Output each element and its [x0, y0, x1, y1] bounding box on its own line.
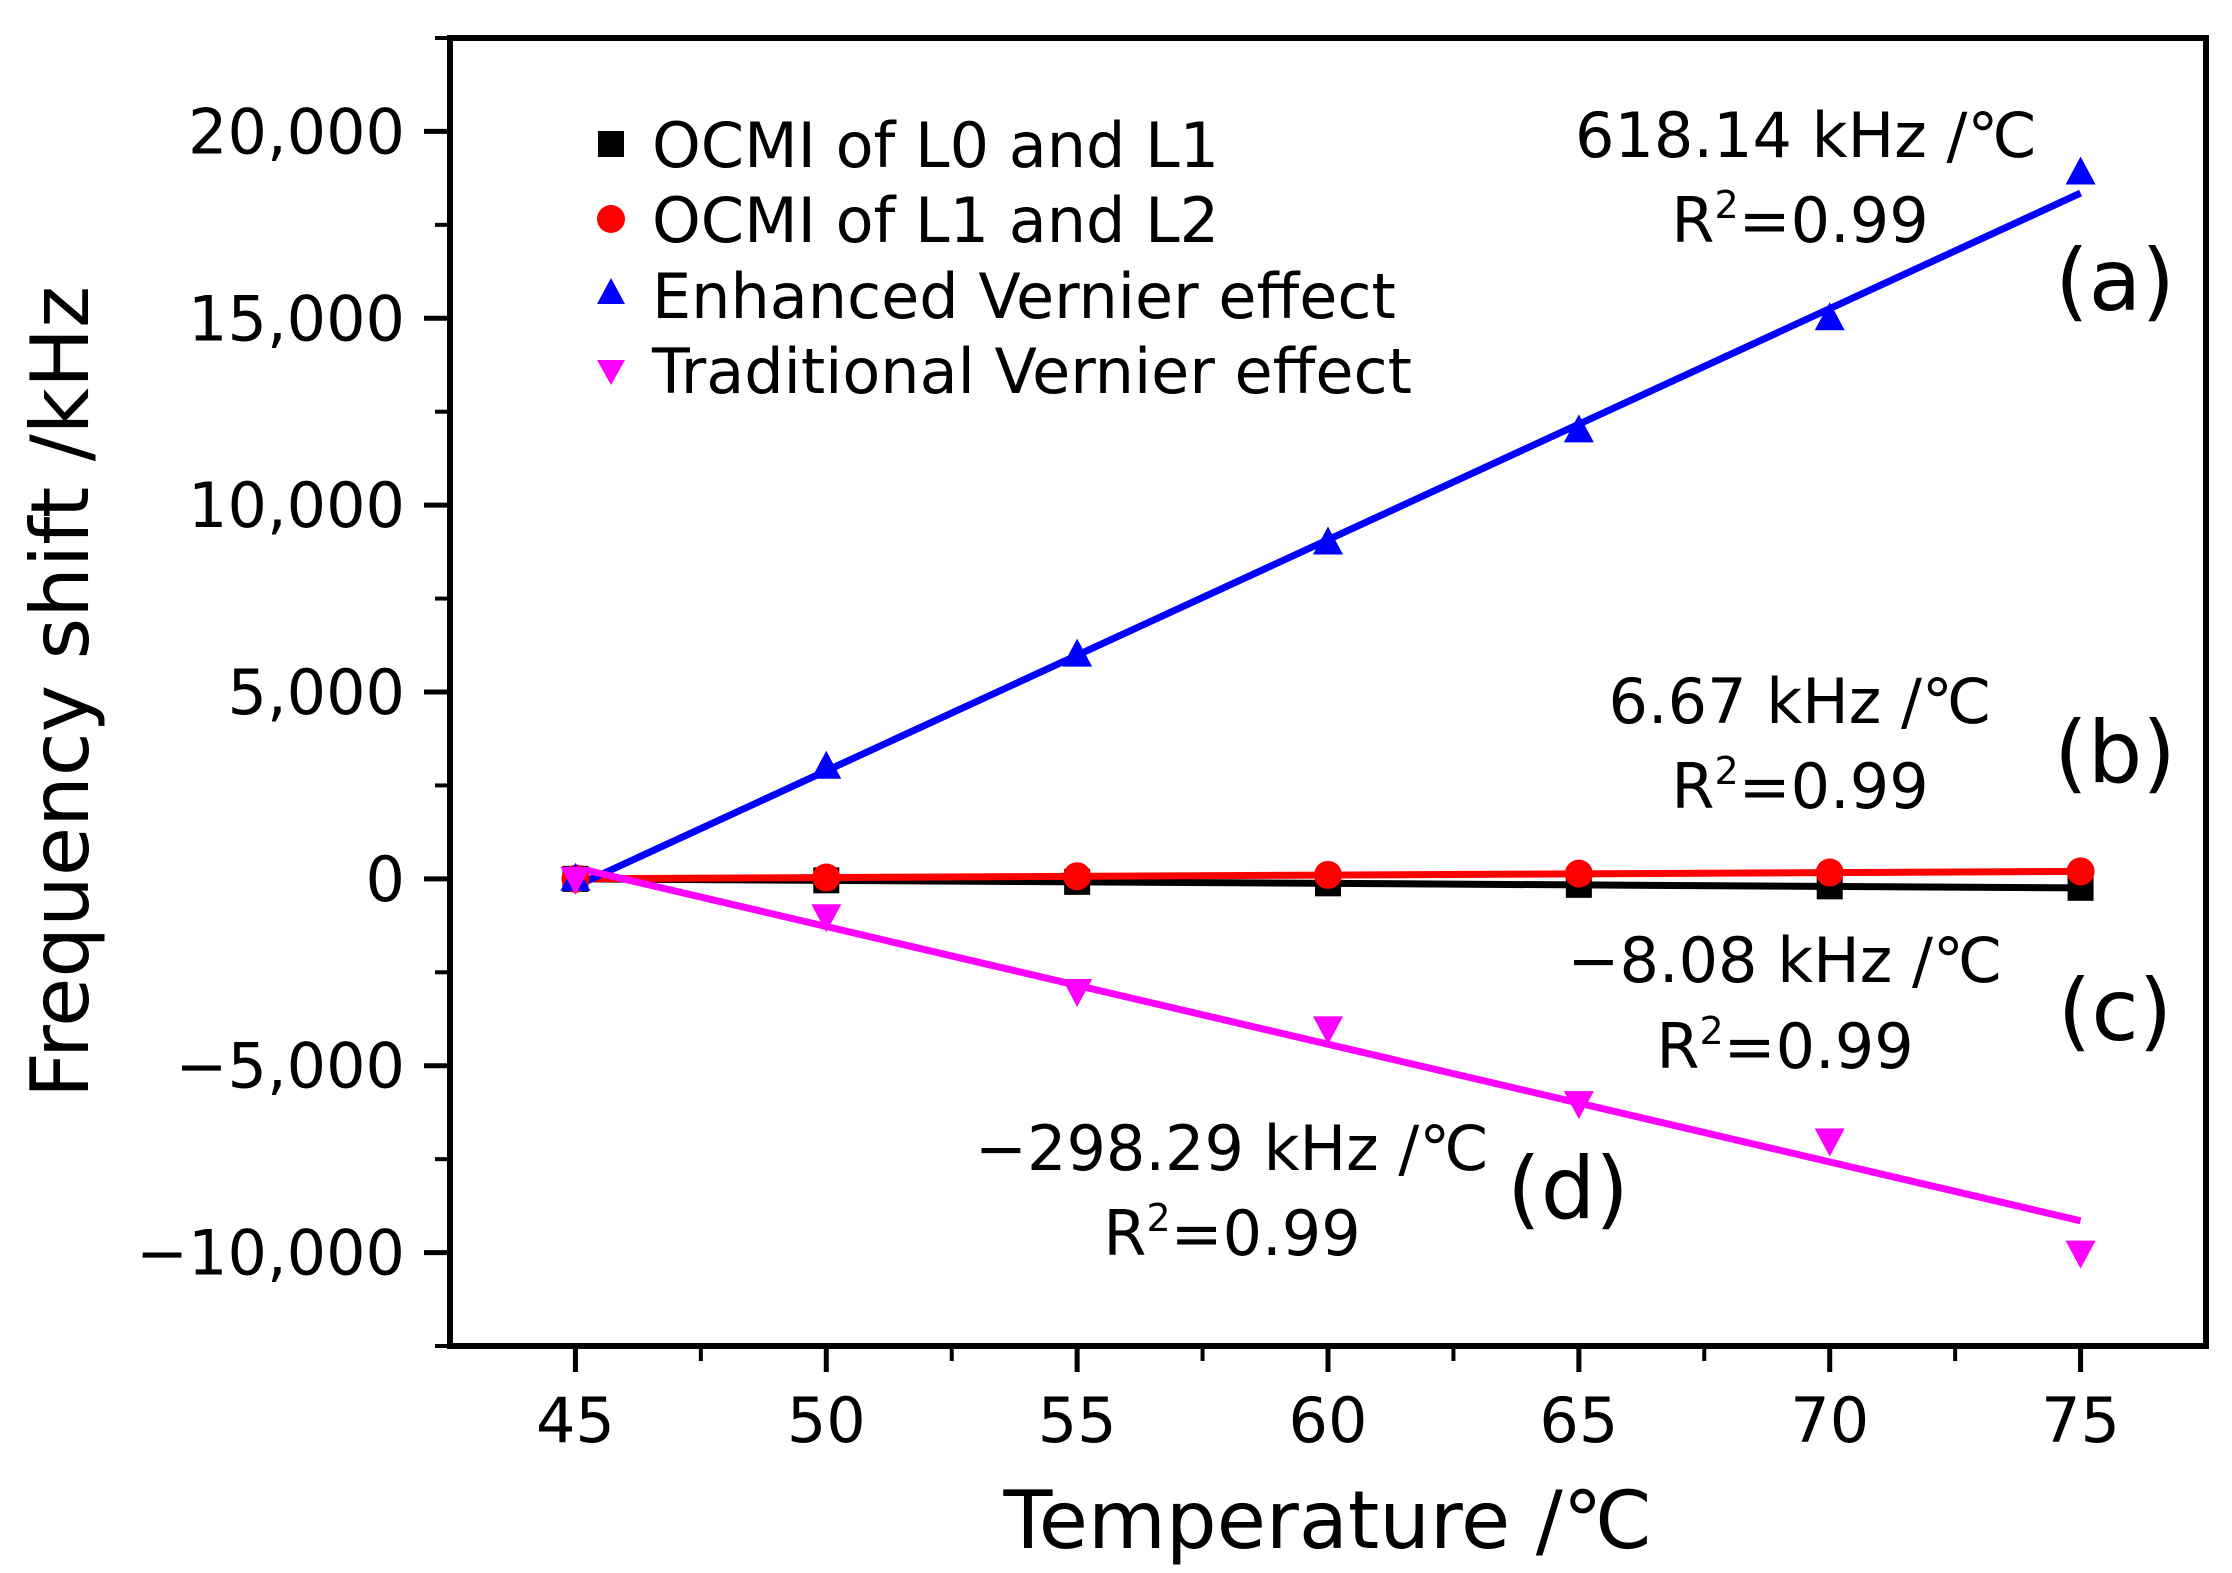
- panel-label-d: (d): [1507, 1139, 1629, 1239]
- panel-label-a: (a): [2055, 231, 2175, 331]
- data-point-2-1: [811, 750, 842, 779]
- legend-label-traditional: Traditional Vernier effect: [651, 335, 1412, 408]
- axis-ticks: 45 50 55 60 65 70 75 −10,000 −5,000 0 5,000 10,000 1…: [136, 36, 2120, 1457]
- y-tick-label: 20,000: [188, 95, 405, 168]
- annotation-a: 618.14 kHz /℃ R2=0.99 (a): [1575, 99, 2175, 331]
- slope-label-a: 618.14 kHz /℃: [1575, 99, 2037, 172]
- y-axis-title: Frequency shift /kHz: [14, 286, 107, 1098]
- data-point-1-5: [1815, 858, 1844, 887]
- data-point-2-4: [1563, 414, 1594, 443]
- data-point-2-5: [1814, 302, 1845, 331]
- data-point-3-4: [1563, 1091, 1594, 1120]
- legend: OCMI of L0 and L1 OCMI of L1 and L2 Enha…: [597, 109, 1412, 408]
- data-point-1-2: [1063, 862, 1092, 891]
- r2-label-a: R2=0.99: [1671, 183, 1928, 257]
- data-point-3-6: [2065, 1240, 2096, 1269]
- y-tick-label: −5,000: [176, 1030, 405, 1103]
- data-point-3-1: [811, 904, 842, 933]
- annotation-b: 6.67 kHz /℃ R2=0.99 (b): [1608, 665, 2175, 823]
- x-tick-label: 45: [536, 1384, 615, 1457]
- data-point-3-2: [1062, 978, 1093, 1007]
- y-tick-label: −10,000: [136, 1217, 405, 1290]
- data-point-2-2: [1062, 638, 1093, 667]
- legend-marker-ocmi-l1-l2: [597, 205, 625, 233]
- x-tick-label: 50: [787, 1384, 866, 1457]
- legend-label-enhanced: Enhanced Vernier effect: [652, 260, 1396, 333]
- legend-label-ocmi-l1-l2: OCMI of L1 and L2: [652, 184, 1219, 257]
- panel-label-c: (c): [2058, 961, 2172, 1061]
- x-tick-label: 55: [1038, 1384, 1117, 1457]
- slope-label-d: −298.29 kHz /℃: [975, 1112, 1489, 1185]
- data-point-2-6: [2065, 156, 2096, 185]
- legend-marker-traditional: [597, 360, 625, 385]
- x-tick-label: 75: [2041, 1384, 2120, 1457]
- data-point-2-3: [1313, 526, 1343, 555]
- data-point-1-6: [2066, 857, 2095, 886]
- data-point-3-0: [560, 866, 591, 895]
- legend-marker-ocmi-l0-l1: [598, 131, 624, 157]
- data-point-1-3: [1314, 860, 1342, 889]
- x-tick-label: 60: [1289, 1384, 1368, 1457]
- legend-label-ocmi-l0-l1: OCMI of L0 and L1: [652, 109, 1219, 182]
- panel-label-b: (b): [2054, 703, 2176, 803]
- r2-label-d: R2=0.99: [1103, 1196, 1360, 1270]
- data-point-1-1: [812, 863, 841, 892]
- data-markers: [560, 156, 2096, 1269]
- x-tick-label: 65: [1539, 1384, 1618, 1457]
- data-point-3-3: [1313, 1016, 1343, 1045]
- data-point-1-4: [1564, 859, 1593, 888]
- y-tick-label: 10,000: [188, 469, 405, 542]
- annotation-c: −8.08 kHz /℃ R2=0.99 (c): [1568, 924, 2173, 1083]
- y-tick-label: 0: [366, 843, 405, 916]
- r2-label-b: R2=0.99: [1671, 749, 1928, 823]
- legend-marker-enhanced: [597, 278, 625, 304]
- annotation-d: −298.29 kHz /℃ R2=0.99 (d): [975, 1112, 1629, 1270]
- slope-label-b: 6.67 kHz /℃: [1608, 665, 1991, 738]
- x-tick-label: 70: [1790, 1384, 1869, 1457]
- y-tick-label: 15,000: [188, 282, 405, 355]
- y-tick-label: 5,000: [228, 656, 406, 729]
- slope-label-c: −8.08 kHz /℃: [1568, 924, 2003, 997]
- x-axis-title: Temperature /℃: [1003, 1474, 1653, 1567]
- r2-label-c: R2=0.99: [1656, 1009, 1913, 1083]
- data-point-3-5: [1814, 1128, 1845, 1157]
